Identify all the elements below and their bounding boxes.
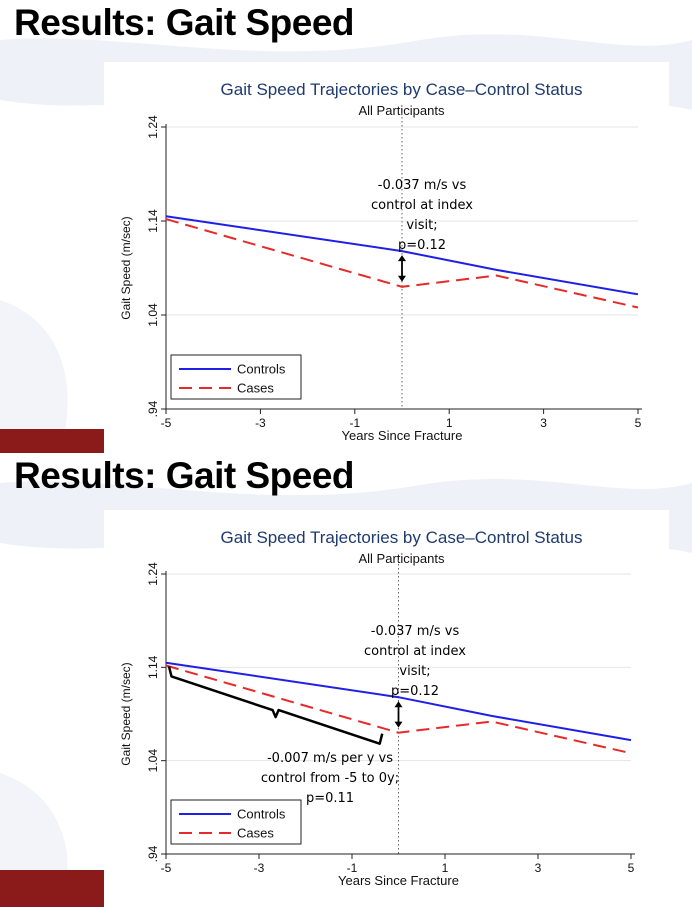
legend-label-cases: Cases [237, 381, 274, 396]
gait-speed-chart: Gait Speed Trajectories by Case–Control … [119, 528, 635, 888]
slide-1: Results: Gait Speed Gait Speed Trajector… [0, 0, 692, 453]
x-tick-label: 3 [540, 416, 547, 430]
slide-title: Results: Gait Speed [14, 455, 355, 496]
arrow-head-down [398, 275, 406, 282]
series-line-controls [165, 215, 639, 296]
series-line-cases [165, 218, 639, 309]
x-tick-label: -5 [161, 861, 172, 875]
index-visit-annotation: -0.037 m/s vs control at index visit; p=… [364, 624, 466, 699]
chart-title: Gait Speed Trajectories by Case–Control … [221, 80, 583, 99]
x-tick-label: -3 [255, 416, 266, 430]
index-visit-annotation: -0.037 m/s vs control at index visit; p=… [371, 178, 473, 253]
x-tick-label: 5 [628, 861, 635, 875]
chart-subtitle: All Participants [359, 103, 445, 118]
legend-box [170, 799, 302, 845]
y-tick-label: 1.24 [146, 115, 160, 139]
slide-2: Results: Gait Speed Gait Speed Trajector… [0, 453, 692, 907]
x-axis-label: Years Since Fracture [342, 428, 463, 443]
x-tick-label: 1 [446, 416, 453, 430]
legend-label-cases: Cases [237, 826, 274, 841]
x-tick-label: 1 [442, 861, 449, 875]
arrow-head-down [394, 721, 403, 728]
x-tick-label: 5 [635, 416, 642, 430]
x-tick-label: -5 [161, 416, 172, 430]
chart-panel: Gait Speed Trajectories by Case–Control … [104, 510, 669, 907]
x-tick-label: 3 [535, 861, 542, 875]
y-tick-label: 1.14 [146, 655, 160, 679]
chart-title: Gait Speed Trajectories by Case–Control … [221, 528, 583, 547]
x-tick-label: -3 [254, 861, 265, 875]
slope-bracket [167, 666, 384, 745]
x-tick-label: -1 [347, 861, 358, 875]
accent-bar [0, 429, 104, 453]
gait-speed-chart: Gait Speed Trajectories by Case–Control … [119, 80, 642, 443]
y-tick-label: 1.04 [146, 303, 160, 327]
series-line-cases [165, 664, 632, 755]
slope-annotation: -0.007 m/s per y vs control from -5 to 0… [260, 751, 400, 806]
arrow-head-up [394, 701, 403, 708]
legend-label-controls: Controls [237, 807, 286, 822]
series-line-controls [165, 661, 632, 742]
y-axis-label: Gait Speed (m/sec) [119, 662, 133, 765]
legend-label-controls: Controls [237, 362, 286, 377]
y-axis-label: Gait Speed (m/sec) [119, 216, 133, 319]
arrow-head-up [398, 255, 406, 262]
y-tick-label: 1.24 [146, 562, 160, 586]
chart-subtitle: All Participants [359, 551, 445, 566]
slide-title: Results: Gait Speed [14, 2, 355, 43]
x-axis-label: Years Since Fracture [338, 873, 459, 888]
chart-panel: Gait Speed Trajectories by Case–Control … [104, 62, 669, 453]
y-tick-label: 1.14 [146, 209, 160, 233]
y-tick-label: .94 [146, 400, 160, 417]
y-tick-label: .94 [146, 845, 160, 862]
x-tick-label: -1 [349, 416, 360, 430]
legend-box [170, 354, 302, 400]
accent-bar [0, 870, 104, 907]
y-tick-label: 1.04 [146, 749, 160, 773]
